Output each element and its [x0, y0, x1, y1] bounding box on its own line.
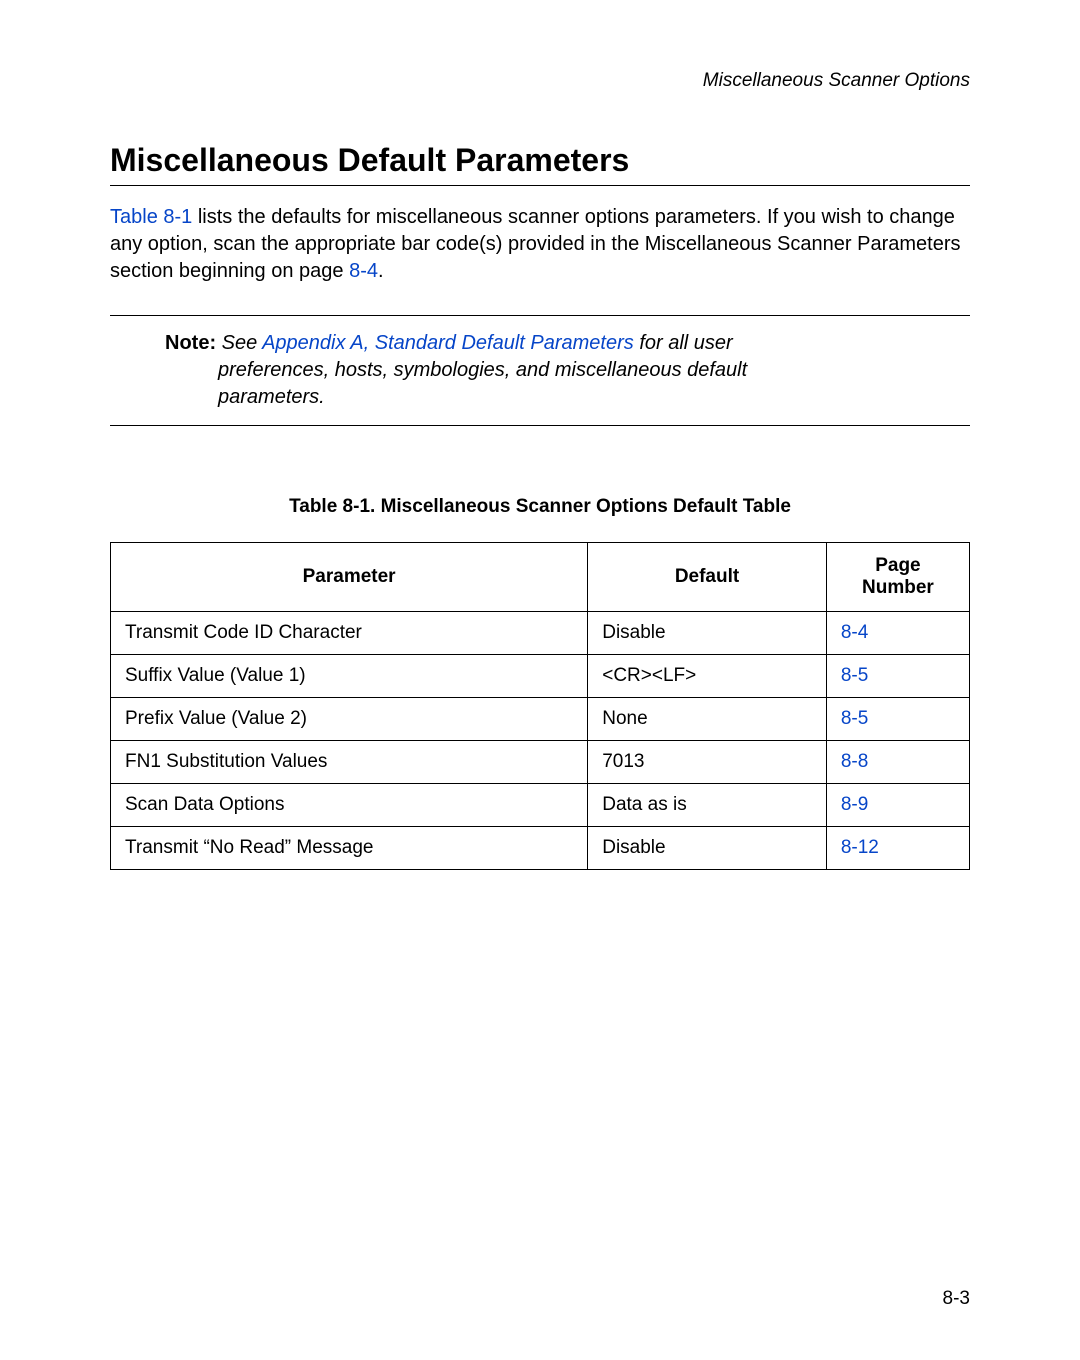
cell-page: 8-5 — [826, 698, 969, 741]
cell-page: 8-5 — [826, 655, 969, 698]
cell-default: <CR><LF> — [588, 655, 827, 698]
cell-default: Disable — [588, 612, 827, 655]
page-link[interactable]: 8-8 — [841, 751, 868, 772]
running-head: Miscellaneous Scanner Options — [110, 70, 970, 92]
table-row: Scan Data Options Data as is 8-9 — [111, 784, 970, 827]
page-link[interactable]: 8-9 — [841, 794, 868, 815]
note-line3: parameters. — [165, 384, 970, 411]
table-row: Transmit Code ID Character Disable 8-4 — [111, 612, 970, 655]
note-line2: preferences, hosts, symbologies, and mis… — [165, 357, 970, 384]
appendix-link[interactable]: Appendix A, Standard Default Parameters — [262, 332, 634, 354]
title-rule — [110, 185, 970, 186]
page-number: 8-3 — [943, 1288, 970, 1310]
page-link[interactable]: 8-4 — [841, 622, 868, 643]
cell-default: Data as is — [588, 784, 827, 827]
cell-parameter: Scan Data Options — [111, 784, 588, 827]
cell-parameter: Prefix Value (Value 2) — [111, 698, 588, 741]
note-label: Note: — [165, 332, 216, 354]
cell-page: 8-12 — [826, 827, 969, 870]
table-row: Transmit “No Read” Message Disable 8-12 — [111, 827, 970, 870]
table-ref-link[interactable]: Table 8-1 — [110, 206, 192, 228]
cell-page: 8-9 — [826, 784, 969, 827]
section-title: Miscellaneous Default Parameters — [110, 142, 970, 179]
page-link[interactable]: 8-12 — [841, 837, 879, 858]
table-row: Suffix Value (Value 1) <CR><LF> 8-5 — [111, 655, 970, 698]
parameters-table: Parameter Default Page Number Transmit C… — [110, 542, 970, 870]
page-link[interactable]: 8-5 — [841, 665, 868, 686]
cell-parameter: FN1 Substitution Values — [111, 741, 588, 784]
cell-parameter: Suffix Value (Value 1) — [111, 655, 588, 698]
table-row: FN1 Substitution Values 7013 8-8 — [111, 741, 970, 784]
cell-page: 8-8 — [826, 741, 969, 784]
table-header-row: Parameter Default Page Number — [111, 543, 970, 612]
note-block: Note: See Appendix A, Standard Default P… — [110, 315, 970, 426]
table-caption: Table 8-1. Miscellaneous Scanner Options… — [110, 496, 970, 518]
cell-default: Disable — [588, 827, 827, 870]
page-link[interactable]: 8-5 — [841, 708, 868, 729]
cell-parameter: Transmit “No Read” Message — [111, 827, 588, 870]
cell-parameter: Transmit Code ID Character — [111, 612, 588, 655]
intro-paragraph: Table 8-1 lists the defaults for miscell… — [110, 204, 970, 285]
page: Miscellaneous Scanner Options Miscellane… — [0, 0, 1080, 1360]
intro-text-2: . — [378, 260, 384, 282]
col-header-page: Page Number — [826, 543, 969, 612]
intro-text-1: lists the defaults for miscellaneous sca… — [110, 206, 960, 282]
note-pre: See — [222, 332, 262, 354]
cell-default: 7013 — [588, 741, 827, 784]
col-header-parameter: Parameter — [111, 543, 588, 612]
cell-default: None — [588, 698, 827, 741]
table-row: Prefix Value (Value 2) None 8-5 — [111, 698, 970, 741]
cell-page: 8-4 — [826, 612, 969, 655]
note-text: Note: See Appendix A, Standard Default P… — [110, 330, 970, 411]
col-header-default: Default — [588, 543, 827, 612]
note-post1: for all user — [634, 332, 733, 354]
page-ref-link[interactable]: 8-4 — [349, 260, 378, 282]
